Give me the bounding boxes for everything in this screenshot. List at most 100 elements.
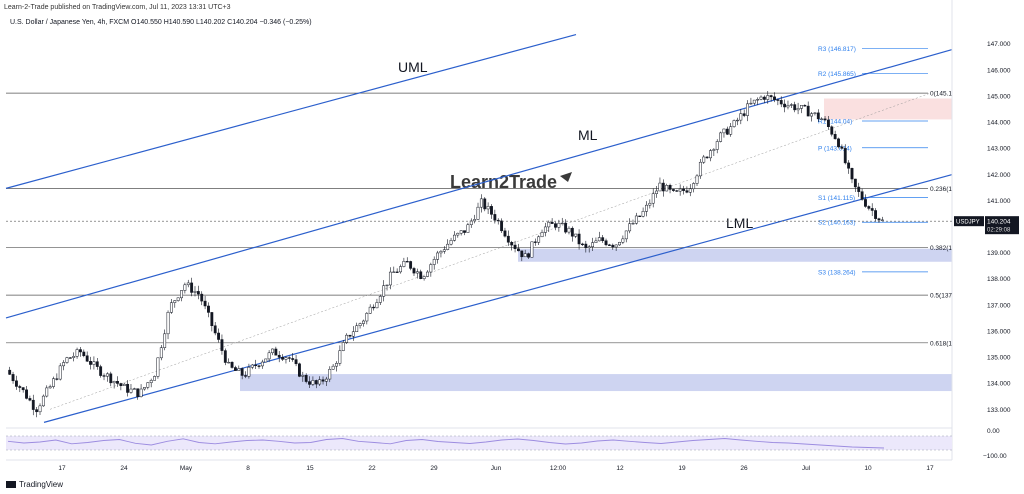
candle-body — [372, 306, 375, 309]
candle-body — [853, 178, 857, 188]
candle-body — [506, 235, 510, 243]
price-tick-label: 136.000 — [987, 328, 1011, 335]
candle-body — [651, 193, 655, 204]
candle-body — [661, 182, 665, 192]
candle-body — [112, 381, 116, 384]
symbol-tag-text: USDJPY — [956, 220, 980, 226]
candle-body — [200, 293, 204, 302]
candle-body — [597, 237, 601, 242]
candle-body — [41, 395, 45, 407]
last-price-tag-bg — [985, 216, 1019, 235]
candle-body — [368, 306, 372, 314]
candle-body — [308, 381, 311, 385]
footer-brand-text: TradingView — [19, 480, 64, 489]
candle-body — [362, 320, 365, 324]
candle-body — [190, 282, 194, 293]
candle-body — [840, 146, 844, 149]
candle-body — [634, 215, 638, 224]
candle-body — [581, 243, 584, 246]
candle-body — [796, 108, 800, 111]
candle-body — [655, 190, 659, 194]
candle-body — [523, 253, 527, 258]
candle-body — [233, 367, 237, 371]
candle-body — [314, 380, 318, 385]
candle-body — [62, 362, 66, 367]
time-tick-label: 17 — [58, 465, 66, 472]
candle-body — [169, 302, 173, 313]
candle-body — [21, 387, 25, 391]
candle-body — [109, 373, 113, 384]
candle-body — [395, 271, 399, 273]
candle-body — [510, 242, 514, 246]
price-tick-label: 143.000 — [987, 146, 1011, 153]
candle-body — [247, 366, 251, 377]
candle-body — [89, 361, 92, 365]
candle-body — [503, 230, 507, 237]
candle-body — [267, 352, 271, 360]
price-tick-label: 139.000 — [987, 250, 1011, 257]
candle-body — [725, 128, 729, 135]
candle-body — [260, 361, 264, 367]
channel-lower-line — [43, 165, 983, 423]
symbol-tag-bg — [954, 216, 984, 227]
candle-body — [143, 387, 146, 390]
time-tick-label: May — [180, 465, 193, 472]
candle-body — [250, 364, 254, 368]
candle-body — [469, 220, 473, 225]
candle-body — [132, 388, 136, 390]
candle-body — [759, 96, 763, 100]
symbol-ohlc-line: U.S. Dollar / Japanese Yen, 4h, FXCM O14… — [10, 19, 312, 26]
candle-body — [25, 389, 28, 399]
last-price-countdown: 02:29:08 — [987, 228, 1011, 234]
candle-body — [520, 250, 524, 258]
candle-body — [752, 99, 756, 104]
candle-body — [594, 240, 598, 243]
candle-body — [409, 261, 413, 269]
candle-body — [560, 222, 564, 225]
candle-body — [173, 300, 177, 303]
candle-body — [291, 358, 295, 360]
candle-body — [742, 113, 746, 116]
pivot-label-6: S3 (138.264) — [818, 269, 856, 276]
candle-body — [446, 243, 450, 250]
candle-body — [429, 264, 433, 273]
candle-body — [426, 271, 429, 277]
candle-body — [244, 375, 247, 377]
candle-body — [783, 103, 787, 108]
candle-body — [638, 215, 642, 217]
time-tick-label: 15 — [306, 465, 314, 472]
annotation-uml: UML — [398, 59, 428, 75]
candle-body — [496, 219, 500, 222]
candle-body — [375, 302, 379, 309]
candle-body — [159, 347, 163, 359]
footer-brand[interactable]: TradingView — [6, 480, 63, 489]
channel-upper-line — [5, 33, 577, 189]
candle-body — [732, 120, 736, 127]
candle-body — [816, 112, 820, 120]
candle-body — [318, 379, 322, 385]
candle-body — [176, 297, 180, 301]
zone-demand-0 — [518, 248, 952, 262]
candle-body — [452, 234, 456, 241]
candle-body — [577, 233, 581, 245]
candle-body — [163, 333, 167, 348]
candle-body — [587, 246, 591, 249]
candle-body — [877, 218, 881, 221]
candle-body — [813, 112, 817, 114]
candle-body — [166, 312, 170, 335]
candle-body — [810, 113, 813, 117]
candle-body — [850, 168, 854, 180]
candle-body — [621, 238, 625, 243]
candle-body — [574, 233, 578, 237]
candle-body — [75, 349, 79, 357]
candle-body — [688, 188, 692, 193]
candle-body — [604, 240, 608, 246]
candle-body — [483, 198, 487, 210]
candle-body — [415, 271, 419, 274]
candle-body — [843, 148, 847, 164]
candle-body — [193, 291, 197, 293]
candle-body — [31, 399, 35, 410]
candle-body — [607, 244, 611, 246]
